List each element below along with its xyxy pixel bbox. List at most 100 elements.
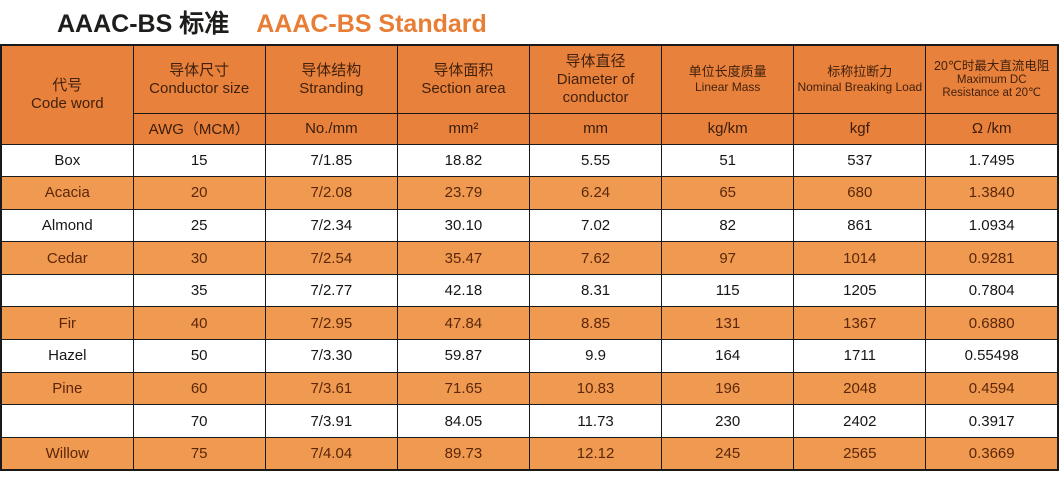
cell-stranding: 7/2.34 [264, 208, 398, 243]
col-header-code-word: 代号 Code word [0, 44, 134, 145]
cell-code-word [0, 404, 134, 438]
cell-section-area: 42.18 [396, 273, 531, 308]
cell-linear-mass: 97 [661, 241, 795, 275]
cell-section-area: 84.05 [396, 404, 531, 438]
cell-stranding: 7/2.08 [264, 176, 398, 210]
cell-section-area: 59.87 [396, 339, 531, 373]
cell-conductor-size: 30 [132, 241, 266, 275]
page-title-english: AAAC-BS Standard [256, 10, 487, 38]
cell-maximum-dc-resistance-at-20: 0.7804 [925, 273, 1059, 308]
cell-linear-mass: 51 [661, 143, 795, 178]
cell-maximum-dc-resistance-at-20: 0.9281 [925, 241, 1059, 275]
col-header-diameter: 导体直径 Diameter of conductor [528, 44, 663, 114]
cell-diameter-of-conductor: 12.12 [528, 436, 663, 471]
cell-nominal-breaking-load: 2565 [793, 436, 927, 471]
cell-linear-mass: 196 [661, 371, 795, 406]
cell-conductor-size: 15 [132, 143, 266, 178]
cell-conductor-size: 40 [132, 306, 266, 341]
table-row: Hazel 50 7/3.30 59.87 9.9 164 1711 0.55498 [0, 339, 1059, 373]
cell-nominal-breaking-load: 1367 [793, 306, 927, 341]
cell-diameter-of-conductor: 10.83 [528, 371, 663, 406]
cell-section-area: 23.79 [396, 176, 531, 210]
spec-table: 代号 Code word 导体尺寸 Conductor size 导体结构 St… [0, 44, 1059, 471]
cell-stranding: 7/3.61 [264, 371, 398, 406]
cell-linear-mass: 164 [661, 339, 795, 373]
unit-diameter: mm [528, 112, 663, 145]
cell-diameter-of-conductor: 8.31 [528, 273, 663, 308]
unit-linear-mass: kg/km [661, 112, 795, 145]
cell-linear-mass: 115 [661, 273, 795, 308]
cell-conductor-size: 50 [132, 339, 266, 373]
cell-linear-mass: 245 [661, 436, 795, 471]
cell-nominal-breaking-load: 1205 [793, 273, 927, 308]
cell-maximum-dc-resistance-at-20: 0.3917 [925, 404, 1059, 438]
table-row: Cedar 30 7/2.54 35.47 7.62 97 1014 0.9281 [0, 241, 1059, 275]
cell-diameter-of-conductor: 11.73 [528, 404, 663, 438]
cell-linear-mass: 82 [661, 208, 795, 243]
cell-maximum-dc-resistance-at-20: 0.55498 [925, 339, 1059, 373]
page: { "title": { "zh": "AAAC-BS 标准", "en": "… [0, 9, 1059, 487]
cell-code-word: Almond [0, 208, 134, 243]
unit-conductor-size: AWG（MCM） [132, 112, 266, 145]
col-header-stranding: 导体结构 Stranding [264, 44, 398, 114]
cell-nominal-breaking-load: 2048 [793, 371, 927, 406]
cell-section-area: 18.82 [396, 143, 531, 178]
cell-stranding: 7/2.77 [264, 273, 398, 308]
cell-nominal-breaking-load: 1014 [793, 241, 927, 275]
unit-stranding: No./mm [264, 112, 398, 145]
cell-conductor-size: 20 [132, 176, 266, 210]
cell-nominal-breaking-load: 537 [793, 143, 927, 178]
cell-diameter-of-conductor: 9.9 [528, 339, 663, 373]
cell-code-word: Fir [0, 306, 134, 341]
cell-maximum-dc-resistance-at-20: 0.3669 [925, 436, 1059, 471]
table-row: Acacia 20 7/2.08 23.79 6.24 65 680 1.3840 [0, 176, 1059, 210]
cell-diameter-of-conductor: 7.62 [528, 241, 663, 275]
cell-stranding: 7/3.30 [264, 339, 398, 373]
cell-stranding: 7/4.04 [264, 436, 398, 471]
table-row: Fir 40 7/2.95 47.84 8.85 131 1367 0.6880 [0, 306, 1059, 341]
page-title-chinese: AAAC-BS 标准 [57, 10, 230, 38]
table-row: 35 7/2.77 42.18 8.31 115 1205 0.7804 [0, 273, 1059, 308]
cell-maximum-dc-resistance-at-20: 0.4594 [925, 371, 1059, 406]
col-header-conductor-size: 导体尺寸 Conductor size [132, 44, 266, 114]
cell-maximum-dc-resistance-at-20: 1.7495 [925, 143, 1059, 178]
cell-nominal-breaking-load: 1711 [793, 339, 927, 373]
cell-section-area: 30.10 [396, 208, 531, 243]
header-row-main: 代号 Code word 导体尺寸 Conductor size 导体结构 St… [0, 44, 1059, 145]
cell-section-area: 35.47 [396, 241, 531, 275]
cell-conductor-size: 60 [132, 371, 266, 406]
cell-conductor-size: 75 [132, 436, 266, 471]
cell-code-word: Box [0, 143, 134, 178]
cell-section-area: 89.73 [396, 436, 531, 471]
cell-maximum-dc-resistance-at-20: 1.0934 [925, 208, 1059, 243]
unit-section-area: mm² [396, 112, 531, 145]
cell-nominal-breaking-load: 861 [793, 208, 927, 243]
table-header: 代号 Code word 导体尺寸 Conductor size 导体结构 St… [0, 44, 1059, 145]
cell-stranding: 7/2.95 [264, 306, 398, 341]
cell-diameter-of-conductor: 7.02 [528, 208, 663, 243]
cell-diameter-of-conductor: 8.85 [528, 306, 663, 341]
cell-stranding: 7/3.91 [264, 404, 398, 438]
cell-maximum-dc-resistance-at-20: 1.3840 [925, 176, 1059, 210]
cell-diameter-of-conductor: 6.24 [528, 176, 663, 210]
cell-stranding: 7/1.85 [264, 143, 398, 178]
cell-code-word [0, 273, 134, 308]
cell-diameter-of-conductor: 5.55 [528, 143, 663, 178]
cell-stranding: 7/2.54 [264, 241, 398, 275]
unit-dc-resistance: Ω /km [925, 112, 1059, 145]
cell-conductor-size: 25 [132, 208, 266, 243]
header-row-units: AWG（MCM） No./mm mm² mm kg/km kgf Ω /km [1, 112, 1059, 145]
cell-conductor-size: 35 [132, 273, 266, 308]
cell-code-word: Willow [0, 436, 134, 471]
cell-code-word: Acacia [0, 176, 134, 210]
col-header-linear-mass: 单位长度质量 Linear Mass [661, 44, 795, 114]
cell-code-word: Hazel [0, 339, 134, 373]
table-row: 70 7/3.91 84.05 11.73 230 2402 0.3917 [0, 404, 1059, 438]
cell-linear-mass: 230 [661, 404, 795, 438]
table-row: Willow 75 7/4.04 89.73 12.12 245 2565 0.3669 [0, 436, 1059, 471]
col-header-breaking-load: 标称拉断力 Nominal Breaking Load [793, 44, 927, 114]
cell-section-area: 47.84 [396, 306, 531, 341]
page-title: AAAC-BS 标准 AAAC-BS Standard [57, 9, 1059, 44]
cell-nominal-breaking-load: 680 [793, 176, 927, 210]
table-row: Box 15 7/1.85 18.82 5.55 51 537 1.7495 [0, 143, 1059, 178]
